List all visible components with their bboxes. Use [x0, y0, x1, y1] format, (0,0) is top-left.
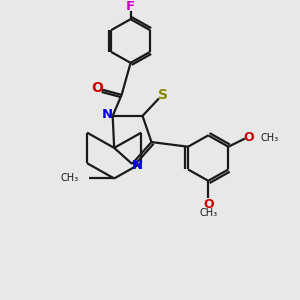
Text: N: N — [102, 108, 113, 121]
Text: F: F — [126, 1, 135, 13]
Text: N: N — [132, 159, 143, 172]
Text: S: S — [158, 88, 167, 103]
Text: CH₃: CH₃ — [60, 173, 78, 184]
Text: CH₃: CH₃ — [260, 133, 278, 143]
Text: CH₃: CH₃ — [199, 208, 217, 218]
Text: O: O — [91, 82, 103, 95]
Text: O: O — [203, 198, 214, 211]
Text: O: O — [244, 131, 254, 145]
